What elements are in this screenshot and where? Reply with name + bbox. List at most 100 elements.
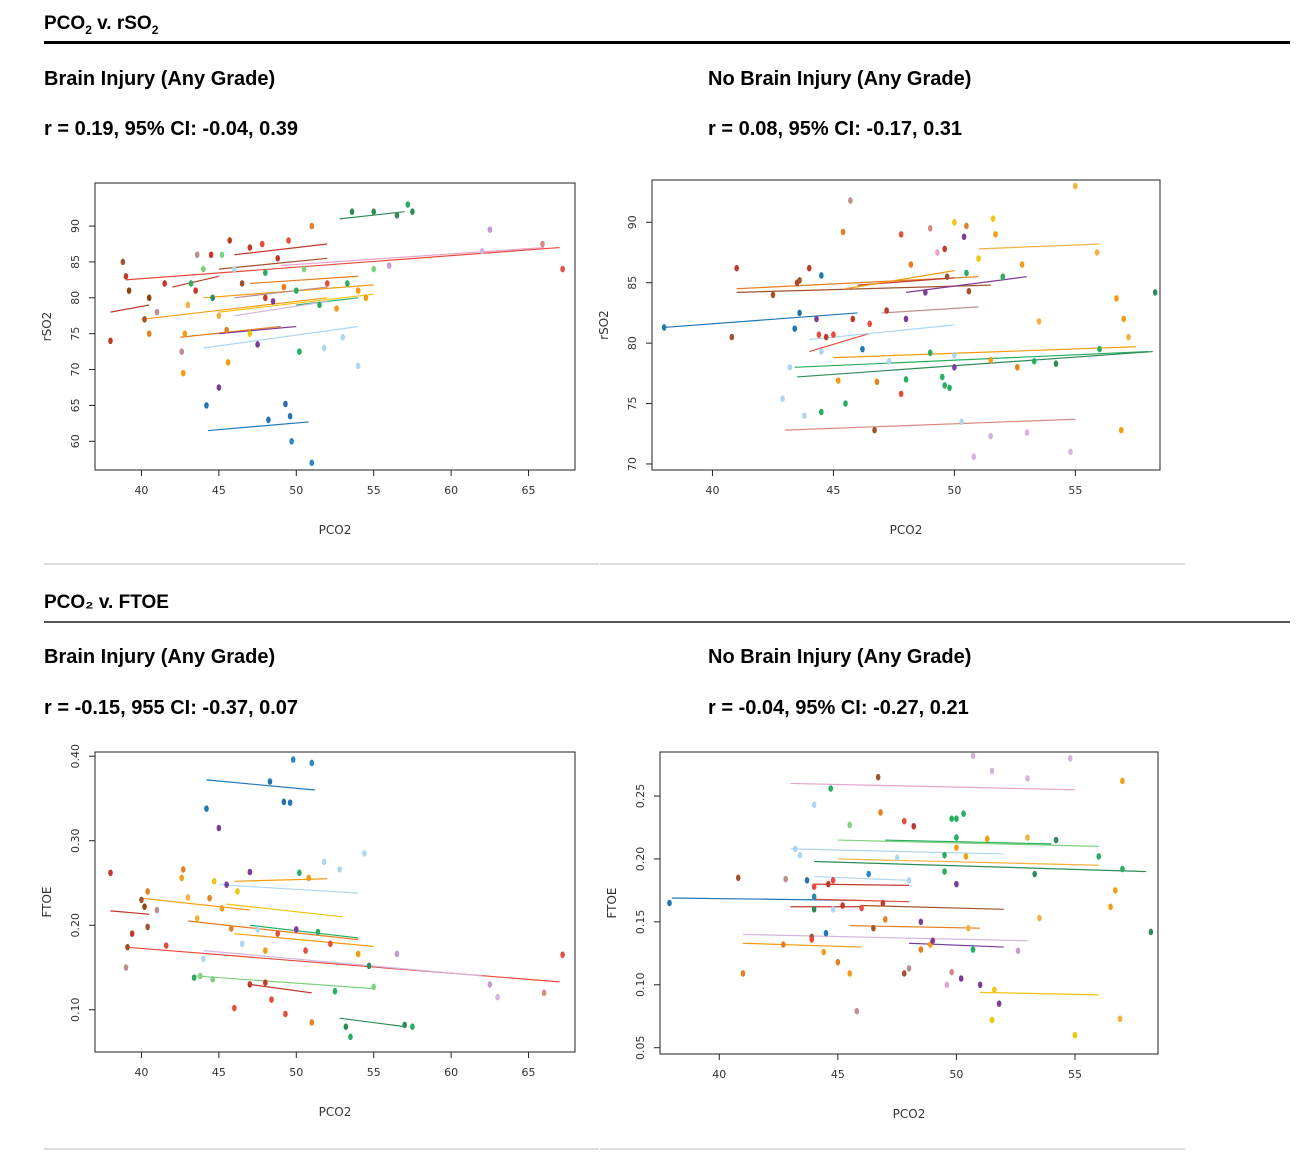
data-point — [860, 345, 865, 353]
plot-frame — [659, 751, 1159, 1055]
data-point — [1019, 261, 1025, 268]
data-point — [952, 363, 957, 371]
data-point — [142, 903, 147, 910]
data-point — [840, 228, 846, 236]
data-point — [410, 1023, 415, 1030]
data-point — [345, 280, 350, 287]
data-point — [1067, 754, 1073, 762]
data-point — [216, 824, 222, 832]
data-point — [266, 416, 271, 424]
data-point — [740, 970, 746, 977]
data-point — [1036, 318, 1042, 325]
regression-line — [742, 942, 862, 948]
regression-line — [249, 275, 359, 285]
data-point — [977, 981, 983, 989]
data-point — [952, 351, 957, 359]
data-point — [210, 976, 215, 983]
data-point — [872, 426, 877, 434]
data-point — [309, 222, 315, 230]
data-point — [735, 874, 741, 882]
y-tick-label: 80 — [69, 291, 82, 305]
plot-frame — [651, 179, 1161, 471]
panel2-group-label: No Brain Injury (Any Grade) — [708, 68, 972, 90]
data-point — [783, 875, 788, 883]
data-point — [402, 1021, 407, 1029]
regression-line — [125, 946, 560, 983]
data-point — [770, 291, 776, 299]
panel3-group-label: Brain Injury (Any Grade) — [44, 646, 276, 668]
plot-frame — [94, 751, 576, 1053]
x-tick-label: 55 — [367, 1066, 381, 1079]
regression-line — [797, 350, 1153, 378]
data-point — [806, 264, 812, 272]
regression-line — [742, 933, 1028, 942]
regression-line — [218, 257, 328, 270]
data-point — [281, 283, 287, 291]
x-tick-label: 50 — [289, 484, 303, 497]
data-point — [875, 773, 881, 781]
data-point — [988, 356, 993, 364]
data-point — [1015, 947, 1021, 955]
chart-no-brain-injury-rso2: 40 45 50 55 70 75 80 85 90 PCO2 rSO2 — [597, 179, 1161, 537]
data-point — [661, 324, 667, 331]
data-point — [108, 869, 113, 877]
data-point — [1053, 836, 1059, 844]
data-point — [1121, 315, 1127, 323]
data-point — [324, 280, 330, 287]
data-point — [942, 868, 947, 875]
data-point — [185, 894, 191, 901]
x-tick-label: 65 — [522, 484, 536, 497]
data-point — [194, 915, 200, 922]
data-point — [201, 265, 206, 273]
data-point — [224, 881, 229, 888]
data-point — [162, 280, 167, 287]
data-point — [126, 287, 132, 294]
data-point — [847, 821, 853, 829]
section-divider — [44, 41, 1290, 44]
x-tick-label: 50 — [949, 1068, 963, 1081]
data-point — [792, 845, 798, 853]
regression-line — [809, 324, 955, 341]
y-tick-label: 0.25 — [634, 784, 647, 809]
x-tick-label: 45 — [826, 484, 840, 497]
data-point — [880, 899, 886, 907]
data-point — [898, 390, 904, 398]
data-point — [1120, 777, 1125, 785]
regression-line — [837, 839, 1099, 847]
y-tick-label: 75 — [69, 327, 82, 341]
data-point — [540, 240, 545, 248]
regression-line — [881, 306, 979, 314]
data-point — [275, 930, 281, 937]
data-point — [1114, 295, 1119, 302]
data-point — [843, 400, 848, 407]
data-point — [219, 905, 225, 912]
x-tick-label: 40 — [712, 1068, 726, 1081]
data-point — [878, 809, 883, 816]
data-point — [142, 316, 147, 323]
data-point — [1118, 426, 1124, 434]
y-tick-label: 0.20 — [634, 847, 647, 872]
regression-line — [908, 942, 1004, 948]
data-point — [831, 331, 836, 338]
rule-left-2 — [44, 1148, 599, 1150]
data-point — [487, 226, 493, 233]
data-point — [306, 874, 311, 882]
data-point — [275, 255, 281, 262]
data-point — [207, 894, 212, 902]
data-point — [293, 926, 299, 933]
data-point — [343, 1023, 349, 1030]
x-tick-label: 45 — [212, 484, 226, 497]
data-point — [874, 378, 880, 386]
data-point — [247, 244, 253, 251]
data-point — [970, 752, 976, 760]
regression-line — [180, 325, 281, 338]
data-point — [232, 1004, 237, 1012]
regression-line — [809, 332, 870, 353]
data-point — [235, 888, 240, 895]
data-point — [225, 359, 231, 366]
data-point — [355, 287, 361, 294]
data-point — [1025, 775, 1030, 782]
data-point — [281, 798, 287, 806]
data-point — [811, 801, 817, 809]
data-point — [894, 854, 900, 861]
